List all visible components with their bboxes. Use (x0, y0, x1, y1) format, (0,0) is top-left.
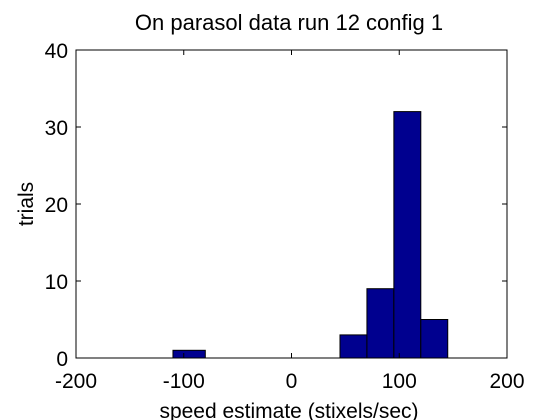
histogram-bar-4 (420, 319, 449, 359)
bars-group (172, 111, 449, 359)
x-tick-label-2: 0 (286, 370, 298, 393)
y-tick-label-3: 30 (45, 117, 68, 140)
histogram-bar-2 (366, 288, 395, 359)
y-tick-label-1: 10 (45, 271, 68, 294)
chart-title: On parasol data run 12 config 1 (135, 10, 443, 35)
y-tick-label-4: 40 (45, 40, 68, 63)
histogram-bar-3 (393, 111, 422, 359)
x-tick-label-0: -200 (55, 370, 97, 393)
x-tick-label-1: -100 (163, 370, 205, 393)
x-axis-label: speed estimate (stixels/sec) (159, 400, 418, 420)
histogram-bar-1 (339, 334, 368, 359)
histogram-bar-0 (172, 349, 206, 359)
y-axis-label: trials (15, 182, 38, 226)
ticks-group: -200 -100 0 100 200 0 10 20 30 40 (45, 40, 525, 393)
y-tick-label-2: 20 (45, 194, 68, 217)
y-tick-label-0: 0 (56, 348, 68, 371)
plot-frame (75, 49, 508, 359)
x-tick-label-3: 100 (382, 370, 417, 393)
x-tick-label-4: 200 (489, 370, 524, 393)
